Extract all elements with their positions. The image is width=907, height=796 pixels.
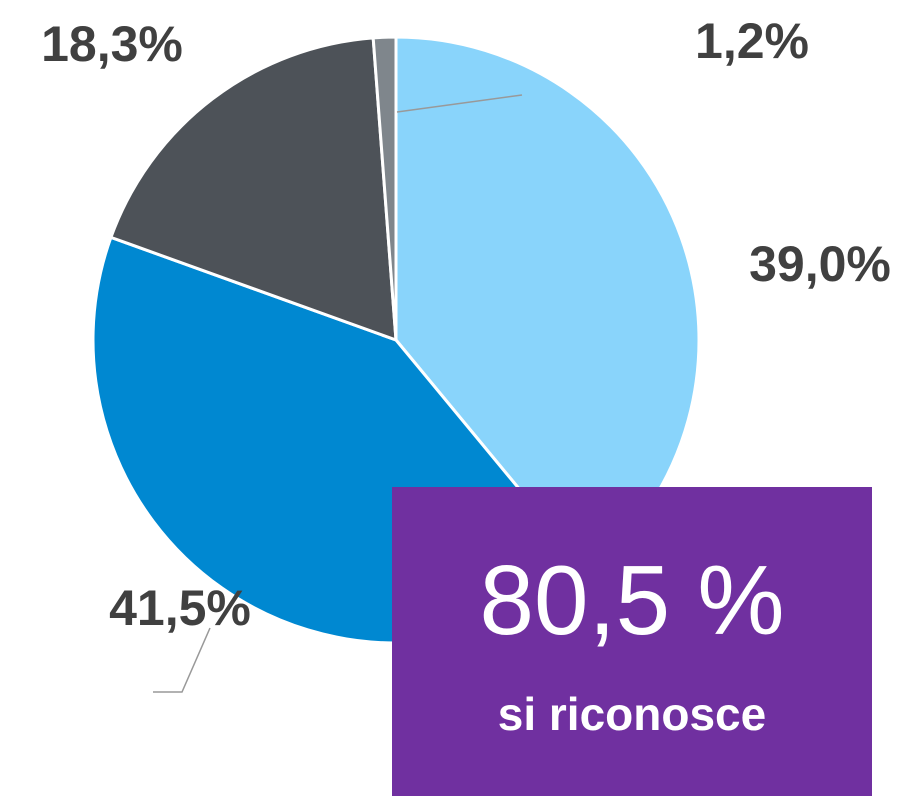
annotation-box [392,487,872,796]
data-label: 1,2% [695,13,809,69]
data-label: 18,3% [41,16,183,72]
data-label: 39,0% [749,236,891,292]
pie-slice [109,36,398,342]
leader-line [396,94,523,113]
annotation: si riconosce [498,688,766,740]
pie-slice [371,35,398,342]
leader-line [153,627,211,693]
data-label: 41,5% [109,580,251,636]
annotation: 80,5 % [479,545,784,655]
